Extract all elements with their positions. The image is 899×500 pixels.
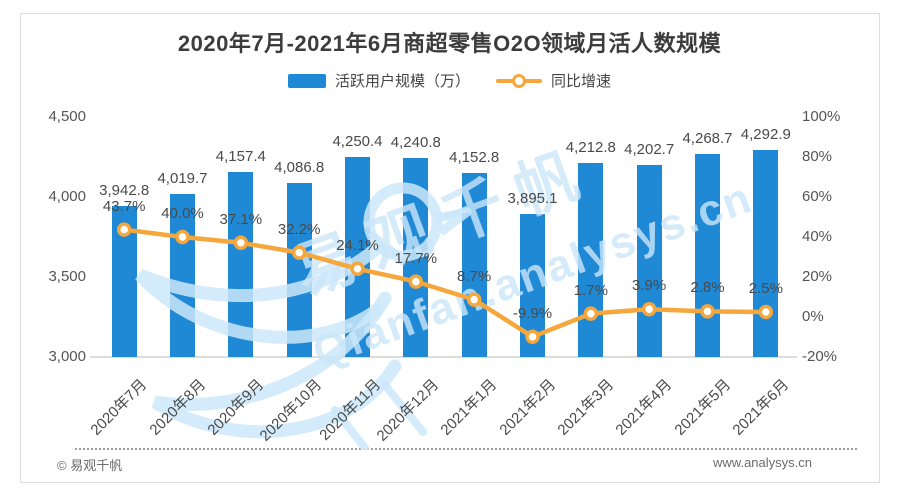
- growth-line-marker: [408, 274, 424, 289]
- growth-line-marker: [350, 261, 365, 277]
- legend-label-active-users: 活跃用户规模（万）: [334, 73, 470, 90]
- line-series-swatch-icon: [496, 73, 542, 88]
- growth-value-label: 37.1%: [219, 210, 263, 228]
- right-axis-tick: 60%: [802, 188, 833, 205]
- growth-value-label: -9.9%: [512, 304, 553, 322]
- growth-value-label: 17.7%: [394, 249, 438, 267]
- footer-separator-dotted: [75, 448, 857, 450]
- legend: 活跃用户规模（万） 同比增速: [0, 70, 899, 91]
- bar-value-label: 4,212.8: [565, 138, 616, 156]
- bar-2021年3月: [578, 162, 604, 357]
- growth-value-label: 40.0%: [161, 205, 204, 222]
- bar-2021年5月: [695, 154, 720, 357]
- bar-value-label: 4,240.8: [390, 134, 441, 152]
- growth-line-marker: [291, 245, 307, 260]
- bar-2021年6月: [753, 150, 779, 357]
- growth-line-marker: [466, 292, 482, 307]
- bar-value-label: 3,895.1: [507, 189, 558, 207]
- growth-line-marker: [525, 329, 540, 345]
- growth-line-marker: [175, 229, 190, 245]
- bar-value-label: 3,942.8: [99, 182, 150, 200]
- growth-value-label: 2.8%: [690, 279, 725, 297]
- growth-value-label: 32.2%: [277, 220, 321, 238]
- footer-copyright: © 易观千帆: [57, 458, 123, 473]
- growth-value-label: 2.5%: [748, 280, 783, 297]
- chart-title: 2020年7月-2021年6月商超零售O2O领域月活人数规模: [177, 31, 722, 56]
- bar-value-label: 4,292.9: [740, 126, 791, 144]
- outer-frame-border: [20, 13, 880, 483]
- legend-item-active-users: 活跃用户规模（万）: [287, 70, 470, 91]
- right-axis-tick: 100%: [802, 108, 841, 125]
- right-axis-tick: 0%: [802, 308, 824, 325]
- bar-value-label: 4,202.7: [624, 140, 675, 158]
- growth-value-label: 43.7%: [102, 197, 146, 215]
- growth-line-marker: [233, 235, 249, 251]
- left-axis-tick: 4,500: [48, 108, 86, 125]
- right-axis-tick: 40%: [802, 228, 833, 245]
- growth-value-label: 1.7%: [573, 281, 608, 299]
- bar-value-label: 4,268.7: [682, 130, 733, 147]
- growth-line-marker: [641, 301, 657, 317]
- legend-label-growth: 同比增速: [551, 73, 612, 90]
- bar-value-label: 4,157.4: [215, 147, 266, 165]
- right-axis-tick: 20%: [802, 268, 833, 285]
- bar-value-label: 4,019.7: [157, 169, 208, 187]
- bar-value-label: 4,152.8: [449, 148, 500, 166]
- footer-website-url: www.analysys.cn: [713, 455, 812, 470]
- growth-line-marker: [758, 304, 774, 320]
- right-axis-tick: 80%: [802, 148, 833, 165]
- growth-line-marker: [700, 304, 715, 319]
- bar-value-label: 4,250.4: [332, 132, 383, 150]
- left-axis-tick: 3,000: [48, 348, 86, 365]
- line-marker-icon: [512, 73, 526, 88]
- x-axis-baseline: [90, 356, 797, 358]
- growth-line-marker: [583, 306, 599, 321]
- left-axis-tick: 4,000: [48, 188, 86, 205]
- bar-2021年4月: [636, 164, 662, 357]
- legend-item-growth: 同比增速: [496, 70, 611, 91]
- left-axis-tick: 3,500: [48, 268, 86, 285]
- bar-value-label: 4,086.8: [274, 159, 325, 177]
- right-axis-tick: -20%: [802, 348, 838, 365]
- growth-value-label: 3.9%: [632, 277, 667, 295]
- bar-2021年1月: [461, 172, 487, 357]
- bar-series-swatch-icon: [287, 73, 326, 88]
- growth-value-label: 8.7%: [457, 267, 492, 285]
- growth-line-marker: [116, 222, 132, 237]
